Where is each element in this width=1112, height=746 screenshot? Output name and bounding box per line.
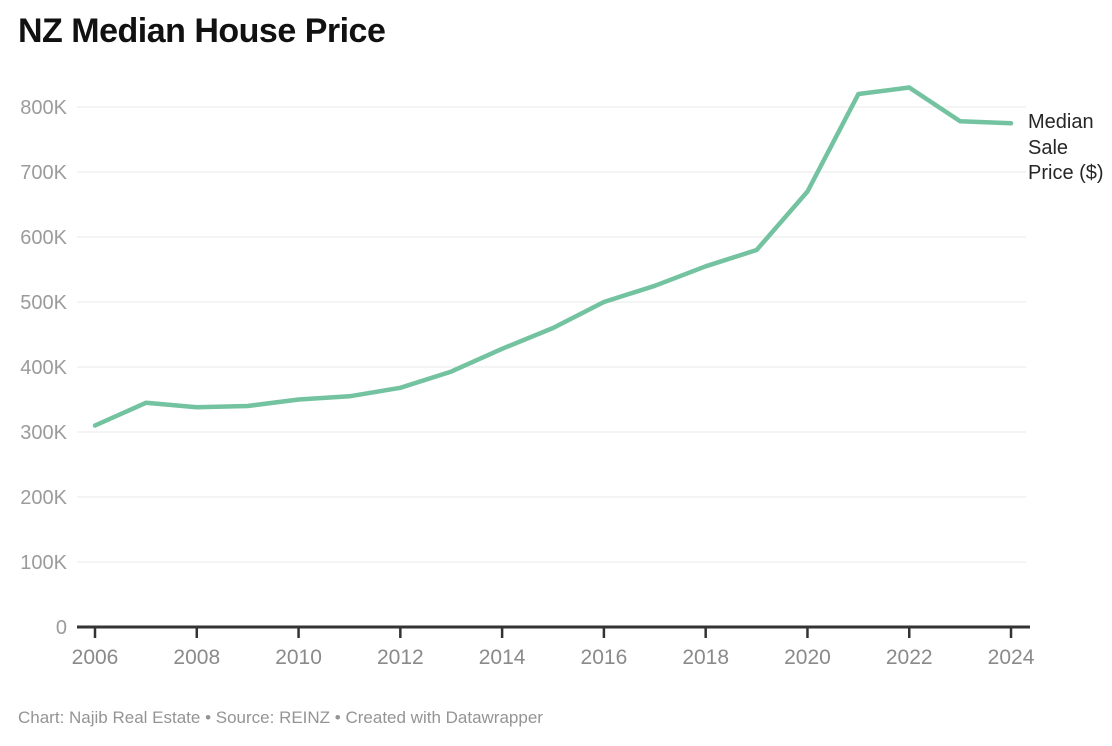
- y-tick-label: 300K: [20, 422, 67, 444]
- x-tick-label: 2016: [581, 646, 628, 669]
- x-tick-label: 2010: [275, 646, 322, 669]
- x-tick-label: 2022: [886, 646, 933, 669]
- y-tick-label: 600K: [20, 227, 67, 249]
- y-tick-label: 400K: [20, 357, 67, 379]
- y-tick-label: 200K: [20, 487, 67, 509]
- chart-title: NZ Median House Price: [18, 12, 386, 50]
- series-label: Median Sale Price ($): [1028, 111, 1104, 184]
- x-tick-label: 2024: [988, 646, 1035, 669]
- x-tick-label: 2012: [377, 646, 424, 669]
- y-tick-label: 500K: [20, 292, 67, 314]
- y-tick-label: 700K: [20, 162, 67, 184]
- y-tick-label: 100K: [20, 552, 67, 574]
- chart-footer: Chart: Najib Real Estate • Source: REINZ…: [18, 708, 543, 727]
- x-tick-label: 2008: [173, 646, 220, 669]
- x-tick-label: 2018: [682, 646, 729, 669]
- price-line: [92, 85, 1014, 428]
- x-tick-label: 2020: [784, 646, 831, 669]
- y-tick-label: 0: [56, 617, 67, 639]
- x-tick-label: 2006: [72, 646, 119, 669]
- x-tick-label: 2014: [479, 646, 526, 669]
- y-tick-label: 800K: [20, 97, 67, 119]
